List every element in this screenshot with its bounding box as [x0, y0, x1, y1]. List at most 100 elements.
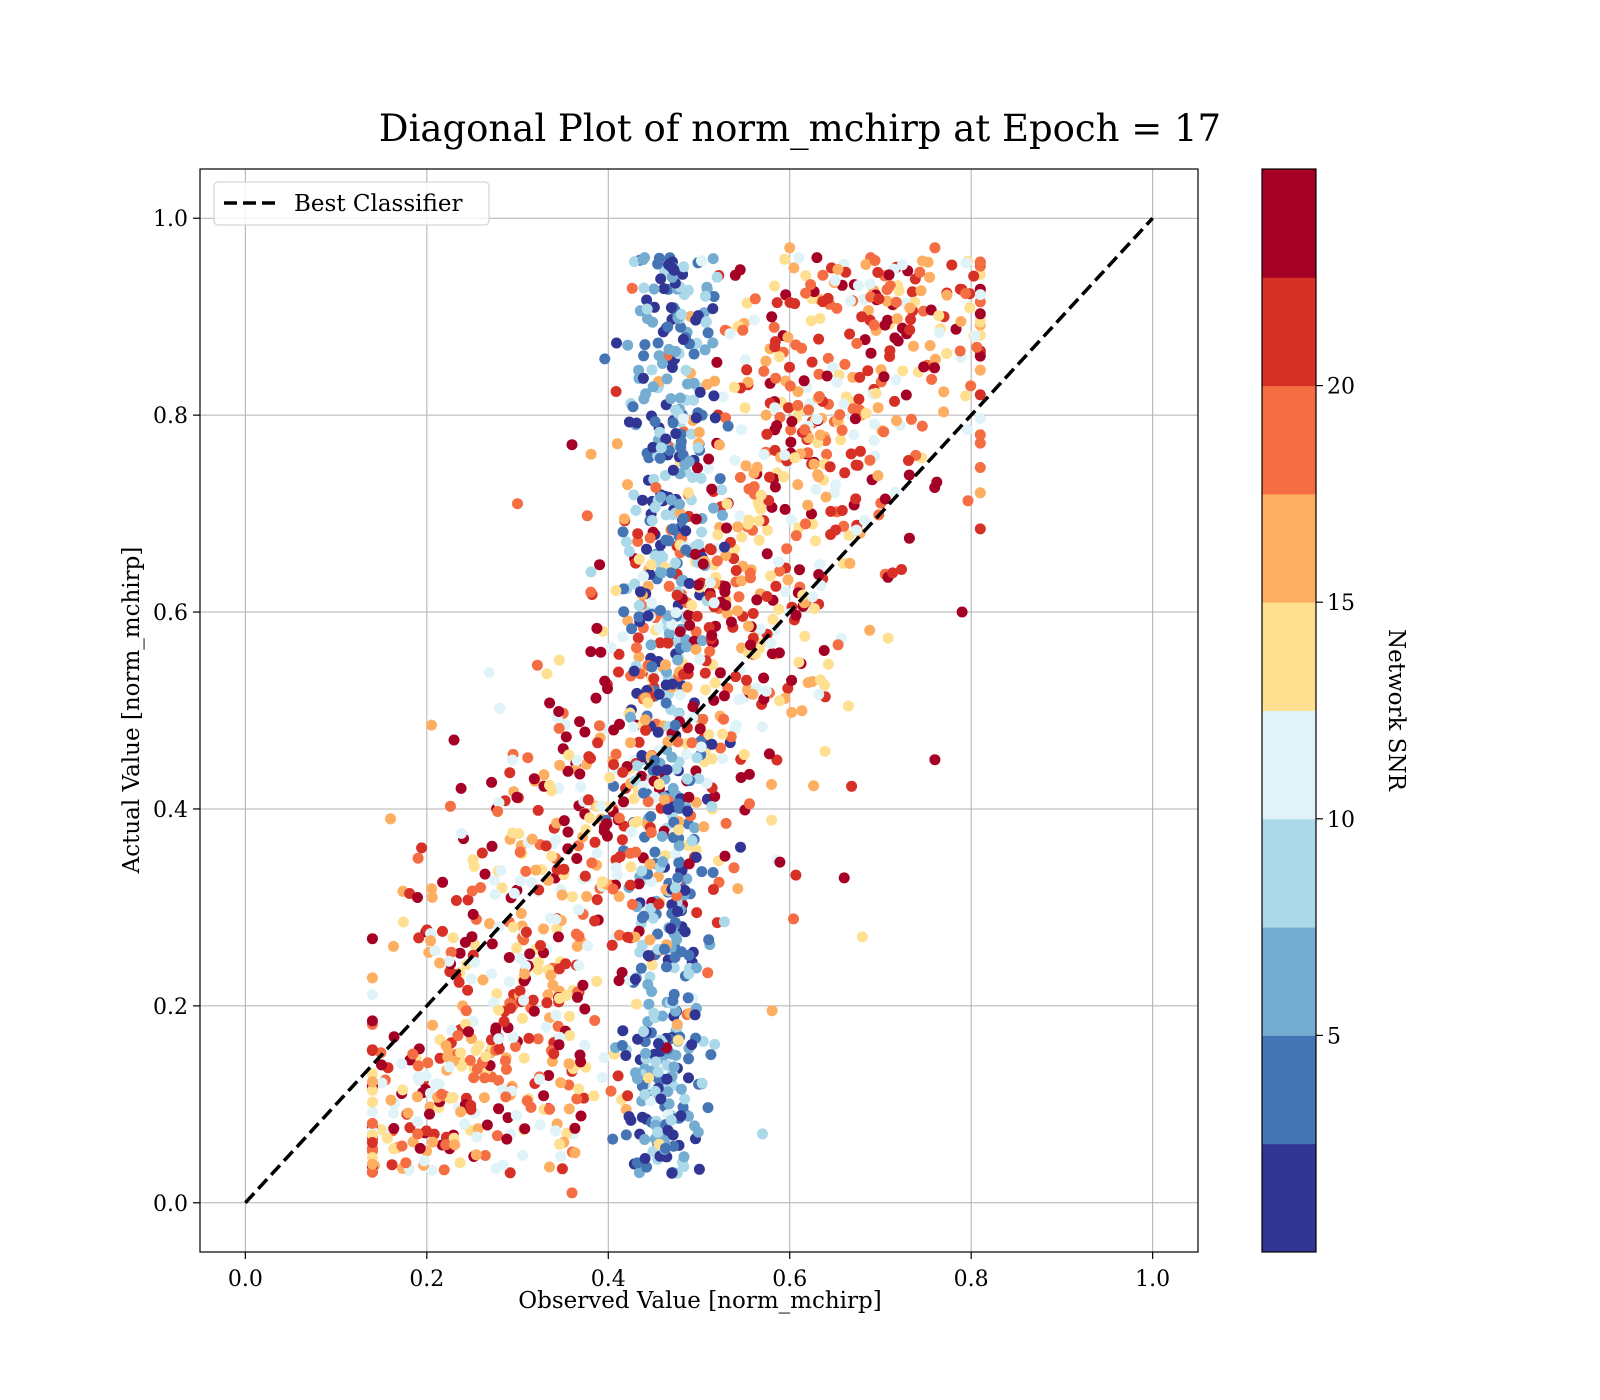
colorbar-ticks: 5 10 15 20	[1316, 375, 1355, 1049]
scatter-point	[656, 567, 668, 579]
scatter-point	[695, 741, 707, 753]
scatter-point	[721, 498, 733, 510]
scatter-point	[686, 600, 698, 611]
scatter-point	[400, 1157, 412, 1169]
scatter-point	[722, 420, 734, 432]
scatter-point	[965, 380, 977, 392]
scatter-point	[547, 979, 559, 991]
scatter-point	[794, 564, 805, 576]
scatter-point	[771, 754, 783, 766]
scatter-point	[412, 892, 423, 903]
scatter-point	[659, 943, 670, 955]
scatter-point	[808, 458, 820, 470]
scatter-point	[700, 316, 712, 328]
scatter-point	[739, 354, 751, 366]
scatter-point	[661, 764, 673, 776]
scatter-point	[526, 833, 538, 845]
scatter-point	[590, 692, 602, 704]
scatter-point	[719, 586, 731, 598]
x-axis-label: Observed Value [norm_mchirp]	[518, 1288, 881, 1314]
scatter-point	[832, 639, 844, 651]
scatter-point	[493, 1033, 505, 1045]
scatter-point	[412, 1128, 424, 1140]
scatter-point	[810, 483, 822, 495]
scatter-point	[865, 291, 877, 303]
scatter-point	[905, 314, 917, 325]
scatter-point	[714, 473, 726, 485]
scatter-point	[890, 296, 902, 308]
scatter-point	[737, 324, 749, 336]
scatter-point	[688, 377, 700, 389]
scatter-point	[674, 689, 686, 701]
chart-title: Diagonal Plot of norm_mchirp at Epoch = …	[379, 107, 1221, 151]
scatter-point	[665, 1114, 677, 1126]
scatter-point	[455, 827, 467, 839]
scatter-point	[462, 894, 474, 906]
scatter-point	[663, 535, 675, 547]
scatter-point	[844, 328, 856, 340]
scatter-point	[553, 1039, 565, 1051]
scatter-point	[605, 1085, 617, 1097]
scatter-point	[545, 969, 557, 981]
scatter-point	[896, 564, 907, 575]
scatter-point	[622, 1090, 634, 1102]
scatter-point	[642, 796, 654, 808]
scatter-point	[683, 858, 695, 870]
scatter-point	[672, 654, 684, 666]
scatter-point	[416, 842, 428, 854]
scatter-point	[637, 372, 649, 384]
scatter-point	[375, 1047, 387, 1059]
scatter-point	[813, 688, 825, 700]
scatter-point	[504, 1167, 516, 1179]
scatter-point	[454, 1157, 466, 1169]
scatter-point	[799, 424, 811, 436]
scatter-point	[642, 950, 654, 961]
scatter-point	[683, 791, 695, 803]
scatter-point	[412, 1060, 424, 1072]
scatter-point	[554, 1138, 566, 1150]
scatter-point	[683, 1072, 694, 1084]
scatter-point	[388, 1031, 400, 1043]
scatter-point	[503, 976, 515, 988]
scatter-point	[473, 1040, 485, 1052]
scatter-point	[621, 536, 632, 548]
scatter-point	[644, 934, 656, 946]
scatter-point	[662, 803, 674, 815]
scatter-point	[807, 591, 819, 603]
scatter-point	[904, 302, 916, 314]
scatter-point	[591, 975, 603, 987]
scatter-point	[729, 454, 741, 466]
scatter-point	[573, 930, 585, 942]
scatter-point	[613, 891, 625, 902]
scatter-point	[896, 259, 908, 271]
scatter-point	[430, 1078, 442, 1090]
scatter-point	[541, 997, 553, 1009]
scatter-point	[555, 1151, 567, 1162]
scatter-point	[514, 985, 526, 997]
scatter-point	[447, 932, 459, 944]
scatter-point	[887, 567, 899, 579]
scatter-point	[831, 302, 843, 314]
scatter-point	[690, 644, 702, 655]
scatter-point	[422, 1057, 434, 1069]
scatter-point	[366, 933, 378, 945]
scatter-point	[974, 487, 986, 499]
scatter-point	[790, 869, 802, 881]
scatter-point	[571, 853, 583, 864]
scatter-point	[703, 934, 715, 946]
scatter-point	[971, 341, 983, 353]
scatter-point	[658, 283, 670, 295]
scatter-point	[672, 906, 684, 917]
y-axis-label: Actual Value [norm_mchirp]	[119, 547, 145, 875]
scatter-point	[652, 1066, 664, 1078]
scatter-point	[632, 632, 644, 644]
scatter-point	[611, 438, 623, 450]
scatter-point	[747, 608, 759, 619]
scatter-point	[854, 445, 866, 457]
scatter-point	[466, 885, 478, 897]
scatter-point	[667, 1129, 679, 1141]
scatter-point	[699, 290, 711, 302]
scatter-point	[507, 754, 518, 766]
scatter-point	[938, 386, 950, 398]
scatter-point	[720, 599, 732, 611]
